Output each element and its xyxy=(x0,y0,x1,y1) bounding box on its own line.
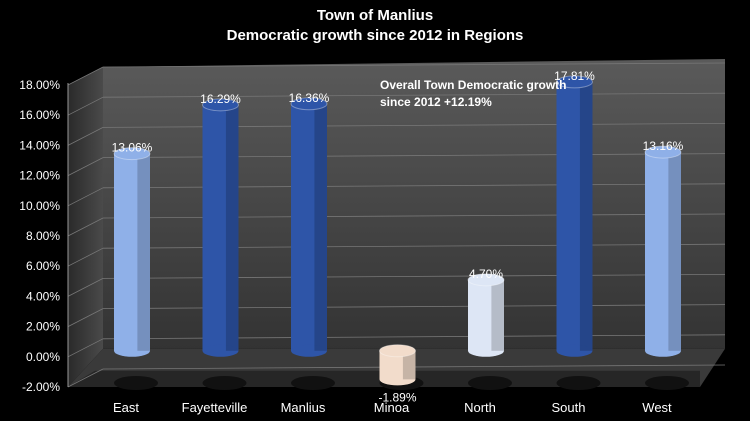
grid-line-side xyxy=(67,368,104,388)
bar-bottom xyxy=(291,344,327,357)
bar-shade xyxy=(402,350,416,380)
category-label-north: North xyxy=(464,400,496,415)
bar-top xyxy=(644,145,682,159)
y-tick-label: 18.00% xyxy=(19,78,60,92)
bar-top xyxy=(290,97,328,111)
bar-east xyxy=(113,147,158,390)
data-labels: 13.06% 16.29% 16.36% -1.89% 4.70% 17.81% 13.16… xyxy=(112,69,684,404)
bar-shade xyxy=(137,153,150,351)
bar-shade xyxy=(579,81,593,351)
x-axis-categories: East Fayetteville Manlius Minoa North South We… xyxy=(113,400,672,415)
bar-west xyxy=(644,145,689,390)
y-tick-label: 8.00% xyxy=(26,229,60,243)
bar-body xyxy=(291,103,327,351)
data-label-minoa: -1.89% xyxy=(378,390,416,404)
grid-line-side xyxy=(67,308,104,327)
y-tick-label: 16.00% xyxy=(19,108,60,122)
chart-title: Town of Manlius xyxy=(316,7,434,24)
y-tick-label: -2.00% xyxy=(22,380,60,394)
bar-shade xyxy=(491,279,504,351)
bars xyxy=(113,75,689,390)
data-label-south: 17.81% xyxy=(554,69,595,83)
data-label-manlius: 16.36% xyxy=(289,91,330,105)
bar-top xyxy=(202,98,239,112)
category-label-south: South xyxy=(552,400,586,415)
y-tick-label: 14.00% xyxy=(19,138,60,152)
bar-bottom xyxy=(468,344,504,357)
chart-subtitle: Democratic growth since 2012 in Regions xyxy=(226,27,524,44)
bar-north xyxy=(467,273,512,390)
y-tick-label: 0.00% xyxy=(26,350,60,364)
bar-body xyxy=(468,279,504,351)
bar-body xyxy=(556,81,593,351)
bar-shadow xyxy=(291,376,335,390)
bar-bottom xyxy=(556,344,593,357)
y-tick-label: 4.00% xyxy=(26,289,60,303)
grid-line-side xyxy=(67,338,104,358)
grid-line-back xyxy=(102,92,726,98)
grid-line-back xyxy=(102,62,726,68)
y-tick-label: 6.00% xyxy=(26,259,60,273)
bar-fayetteville xyxy=(202,98,247,390)
grid-line-side xyxy=(67,96,104,116)
y-tick-label: 12.00% xyxy=(19,169,60,183)
grid-line-side xyxy=(67,157,104,176)
bar-bottom xyxy=(202,344,239,357)
bar-body xyxy=(645,152,681,351)
bar-shadow xyxy=(114,376,158,390)
bar-bottom xyxy=(645,344,681,357)
bar-south xyxy=(556,75,601,390)
grid-line-side xyxy=(67,187,104,207)
bar-bottom xyxy=(114,344,150,357)
grid-line-side xyxy=(67,66,104,86)
data-label-fayetteville: 16.29% xyxy=(200,92,241,106)
category-label-east: East xyxy=(113,400,139,415)
bar-shade xyxy=(668,152,681,351)
y-tick-label: 2.00% xyxy=(26,320,60,334)
bar-shade xyxy=(314,103,327,351)
bar-bottom xyxy=(379,373,416,386)
bar-top xyxy=(556,75,593,89)
category-label-west: West xyxy=(642,400,672,415)
category-label-manlius: Manlius xyxy=(281,400,326,415)
overall-growth-annotation: Overall Town Democratic growth since 201… xyxy=(380,78,567,109)
grid-line-side xyxy=(67,278,104,297)
y-tick-label: 10.00% xyxy=(19,199,60,213)
y-axis-ticks: -2.00% 0.00% 2.00% 4.00% 6.00% 8.00% 10.00% 12.… xyxy=(19,78,69,394)
bar-body xyxy=(202,104,239,351)
bar-top xyxy=(379,344,416,358)
data-label-east: 13.06% xyxy=(112,141,153,155)
bar-shadow xyxy=(556,376,601,390)
bar-top xyxy=(467,273,505,287)
bar-shade xyxy=(225,104,239,351)
category-label-fayetteville: Fayetteville xyxy=(182,400,248,415)
data-label-west: 13.16% xyxy=(643,139,684,153)
bar-minoa xyxy=(379,344,424,390)
bar-body xyxy=(114,153,150,351)
grid-line-side xyxy=(67,127,104,146)
bar-manlius xyxy=(290,97,335,390)
bar-shadow xyxy=(645,376,689,390)
bar-shadow xyxy=(202,376,247,390)
bar-top xyxy=(113,147,151,161)
grid-line-side xyxy=(67,247,104,267)
chart-title-block: Town of Manlius Democratic growth since … xyxy=(0,6,750,46)
data-label-north: 4.70% xyxy=(469,267,503,281)
grid-line-side xyxy=(67,217,104,237)
bar-shadow xyxy=(468,376,512,390)
category-label-minoa: Minoa xyxy=(374,400,410,415)
